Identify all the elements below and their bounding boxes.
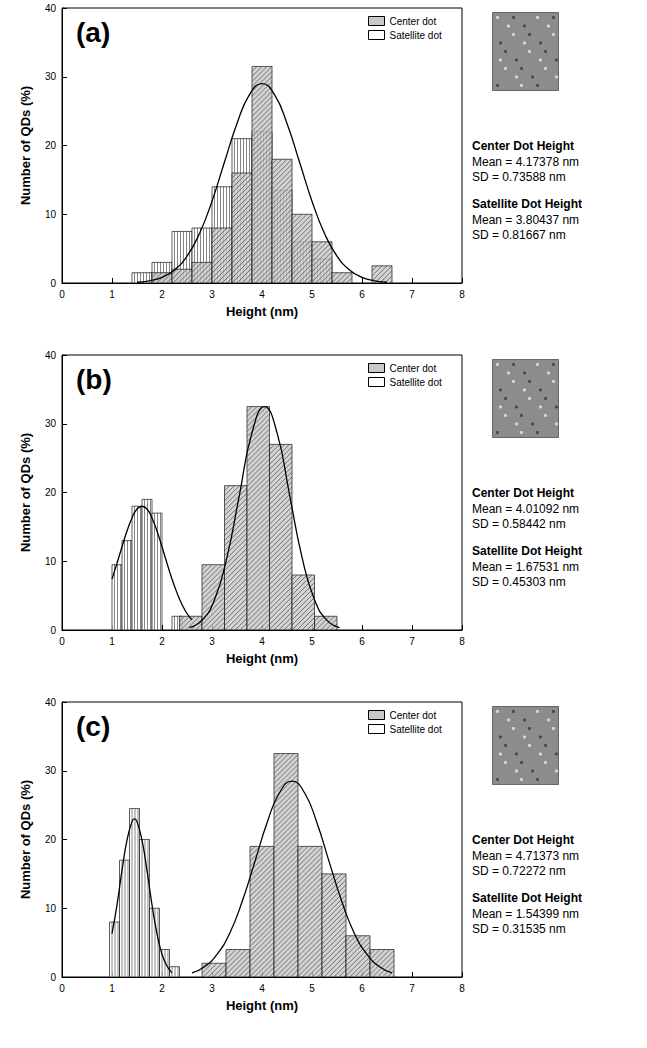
svg-text:4: 4	[259, 289, 265, 300]
svg-text:30: 30	[45, 765, 57, 776]
svg-text:Satellite Dot Height: Satellite Dot Height	[472, 544, 582, 558]
svg-text:Number of QDs (%): Number of QDs (%)	[18, 86, 33, 205]
svg-text:0: 0	[59, 289, 65, 300]
svg-text:0: 0	[59, 636, 65, 647]
svg-text:8: 8	[459, 289, 465, 300]
svg-text:0: 0	[59, 983, 65, 994]
svg-text:7: 7	[409, 289, 415, 300]
svg-text:Center dot: Center dot	[390, 16, 437, 27]
svg-text:Number of QDs (%): Number of QDs (%)	[18, 780, 33, 899]
svg-text:8: 8	[459, 636, 465, 647]
svg-text:40: 40	[45, 697, 57, 708]
svg-text:Center Dot Height: Center Dot Height	[472, 486, 574, 500]
svg-text:10: 10	[45, 556, 57, 567]
svg-text:Mean = 1.67531 nm: Mean = 1.67531 nm	[472, 560, 579, 574]
svg-text:Satellite Dot Height: Satellite Dot Height	[472, 197, 582, 211]
svg-text:Satellite dot: Satellite dot	[390, 377, 442, 388]
svg-text:5: 5	[309, 289, 315, 300]
svg-text:Mean = 4.71373 nm: Mean = 4.71373 nm	[472, 849, 579, 863]
svg-text:3: 3	[209, 289, 215, 300]
svg-text:(a): (a)	[76, 17, 110, 48]
svg-text:SD = 0.72272 nm: SD = 0.72272 nm	[472, 864, 566, 878]
svg-text:1: 1	[109, 636, 115, 647]
svg-text:40: 40	[45, 3, 57, 14]
svg-text:Center dot: Center dot	[390, 710, 437, 721]
svg-text:2: 2	[159, 983, 165, 994]
svg-text:1: 1	[109, 289, 115, 300]
svg-text:Height (nm): Height (nm)	[226, 998, 298, 1013]
svg-text:0: 0	[50, 278, 56, 289]
svg-text:10: 10	[45, 903, 57, 914]
svg-text:SD = 0.81667 nm: SD = 0.81667 nm	[472, 228, 566, 242]
svg-text:6: 6	[359, 636, 365, 647]
svg-text:5: 5	[309, 983, 315, 994]
svg-text:30: 30	[45, 71, 57, 82]
svg-text:4: 4	[259, 636, 265, 647]
svg-text:Height (nm): Height (nm)	[226, 651, 298, 666]
svg-text:SD = 0.45303 nm: SD = 0.45303 nm	[472, 575, 566, 589]
svg-text:7: 7	[409, 636, 415, 647]
svg-text:Mean = 1.54399 nm: Mean = 1.54399 nm	[472, 907, 579, 921]
svg-text:Satellite dot: Satellite dot	[390, 724, 442, 735]
svg-text:Mean = 3.80437 nm: Mean = 3.80437 nm	[472, 213, 579, 227]
svg-text:2: 2	[159, 289, 165, 300]
svg-text:Center dot: Center dot	[390, 363, 437, 374]
svg-text:4: 4	[259, 983, 265, 994]
svg-text:20: 20	[45, 487, 57, 498]
svg-text:Satellite dot: Satellite dot	[390, 30, 442, 41]
svg-text:Number of QDs (%): Number of QDs (%)	[18, 433, 33, 552]
svg-text:SD = 0.58442 nm: SD = 0.58442 nm	[472, 517, 566, 531]
svg-text:0: 0	[50, 972, 56, 983]
svg-text:Mean = 4.01092 nm: Mean = 4.01092 nm	[472, 502, 579, 516]
svg-text:SD = 0.73588 nm: SD = 0.73588 nm	[472, 170, 566, 184]
svg-text:6: 6	[359, 289, 365, 300]
svg-text:SD = 0.31535 nm: SD = 0.31535 nm	[472, 922, 566, 936]
svg-text:7: 7	[409, 983, 415, 994]
svg-text:2: 2	[159, 636, 165, 647]
svg-text:(b): (b)	[76, 364, 112, 395]
svg-text:Height (nm): Height (nm)	[226, 304, 298, 319]
svg-text:Center Dot Height: Center Dot Height	[472, 139, 574, 153]
svg-text:10: 10	[45, 209, 57, 220]
svg-text:3: 3	[209, 636, 215, 647]
svg-text:Center Dot Height: Center Dot Height	[472, 833, 574, 847]
svg-text:0: 0	[50, 625, 56, 636]
svg-text:(c): (c)	[76, 711, 110, 742]
svg-text:40: 40	[45, 350, 57, 361]
svg-text:3: 3	[209, 983, 215, 994]
svg-text:6: 6	[359, 983, 365, 994]
svg-text:8: 8	[459, 983, 465, 994]
svg-text:20: 20	[45, 140, 57, 151]
svg-text:Satellite Dot Height: Satellite Dot Height	[472, 891, 582, 905]
svg-text:1: 1	[109, 983, 115, 994]
svg-text:20: 20	[45, 834, 57, 845]
svg-text:30: 30	[45, 418, 57, 429]
svg-text:Mean = 4.17378 nm: Mean = 4.17378 nm	[472, 155, 579, 169]
svg-text:5: 5	[309, 636, 315, 647]
